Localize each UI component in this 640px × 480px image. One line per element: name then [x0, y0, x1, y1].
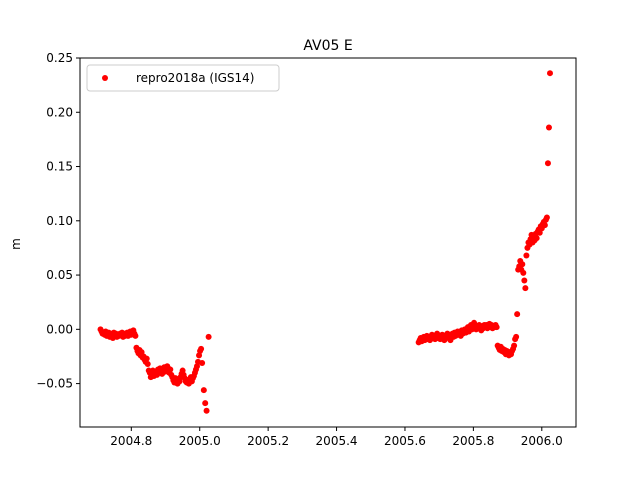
x-tick-label: 2005.4 [316, 434, 358, 448]
data-point [144, 361, 151, 368]
data-point [523, 252, 530, 259]
data-points [97, 70, 553, 414]
legend-box [86, 64, 280, 92]
data-point [202, 400, 209, 407]
y-axis-label: m [9, 238, 23, 250]
data-point [519, 261, 526, 268]
x-tick-label: 2005.0 [179, 434, 221, 448]
y-tick-label: 0.25 [46, 51, 73, 65]
data-point [511, 342, 518, 349]
data-point [493, 324, 500, 331]
data-point [544, 160, 551, 167]
x-tick-label: 2005.8 [452, 434, 494, 448]
axis-ticks: 2004.8 2005.0 2005.2 2005.4 2005.6 2005.8 2006… [36, 51, 563, 448]
data-point [203, 407, 210, 414]
data-point [522, 285, 529, 292]
data-point [541, 222, 548, 229]
data-point [521, 277, 528, 284]
x-tick-label: 2005.6 [384, 434, 426, 448]
data-point [200, 387, 207, 394]
data-point [520, 269, 527, 276]
data-point [533, 235, 540, 242]
y-tick-label: 0.10 [46, 214, 73, 228]
data-point [547, 70, 553, 77]
y-tick-label: 0.15 [46, 160, 73, 174]
data-point [132, 332, 139, 339]
data-point [513, 333, 520, 340]
chart-title: AV05 E [303, 38, 352, 54]
data-point [205, 333, 212, 340]
data-point [198, 345, 205, 352]
y-tick-label: 0.20 [46, 105, 73, 119]
data-point [199, 359, 206, 366]
legend-marker [102, 75, 108, 81]
data-point [543, 214, 550, 221]
y-tick-label: 0.05 [46, 268, 73, 282]
x-tick-label: 2006.0 [521, 434, 563, 448]
y-tick-label: 0.00 [46, 322, 73, 336]
plot-area-frame [79, 57, 577, 428]
data-point [167, 366, 174, 373]
legend-label: repro2018a (IGS14) [136, 71, 254, 85]
x-tick-label: 2004.8 [110, 434, 152, 448]
x-tick-label: 2005.2 [247, 434, 289, 448]
data-point [545, 124, 552, 131]
y-tick-label: −0.05 [36, 377, 73, 391]
legend: repro2018a (IGS14) [86, 64, 280, 92]
data-point [143, 355, 150, 362]
data-point [514, 311, 521, 318]
